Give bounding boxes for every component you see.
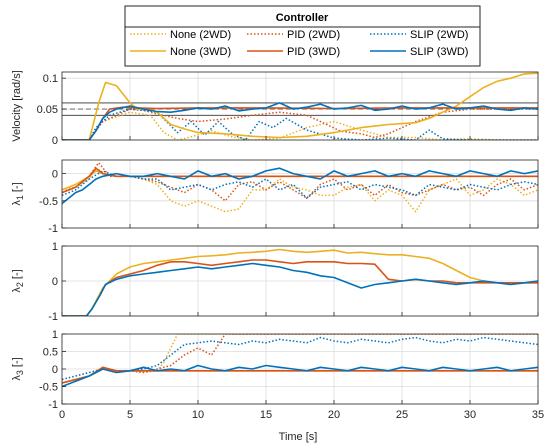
series-line-slip-3wd bbox=[62, 262, 538, 316]
y-axis-label-panel-4: λ3 [-] bbox=[11, 357, 25, 380]
y-tick-label: -1 bbox=[48, 223, 58, 235]
panel-1: 0 0.05 0.1 Velocity [rad/s] bbox=[11, 70, 539, 147]
legend-label-none-2wd: None (2WD) bbox=[170, 29, 231, 41]
series-line-slip-2wd bbox=[62, 108, 538, 140]
legend: Controller None (2WD) PID (2WD) SLIP (2WD)… bbox=[124, 5, 481, 67]
y-tick-label: -1 bbox=[48, 311, 58, 323]
y-tick-label: 0 bbox=[52, 135, 58, 147]
series-line-none-3wd bbox=[62, 248, 538, 316]
x-tick-label: 20 bbox=[328, 409, 340, 421]
y-tick-label: 0.05 bbox=[37, 104, 58, 116]
y-tick-label: -0.5 bbox=[39, 196, 58, 208]
y-tick-label: 0.5 bbox=[43, 347, 58, 359]
y-axis-label-panel-1: Velocity [rad/s] bbox=[11, 70, 23, 142]
series-line-slip-3wd bbox=[62, 364, 538, 388]
series-line-slip-3wd bbox=[62, 102, 538, 140]
panel-plot-area bbox=[62, 160, 538, 228]
panel-3: -1 0 1 λ2 [-] bbox=[11, 241, 539, 323]
y-tick-label: 0.1 bbox=[43, 73, 58, 85]
x-tick-label: 30 bbox=[464, 409, 476, 421]
y-tick-label: -1 bbox=[48, 399, 58, 411]
panel-plot-area bbox=[62, 72, 538, 140]
legend-label-slip-2wd: SLIP (2WD) bbox=[410, 29, 468, 41]
y-axis-label-panel-3: λ2 [-] bbox=[11, 269, 25, 292]
legend-box bbox=[124, 5, 481, 67]
legend-label-none-3wd: None (3WD) bbox=[170, 46, 231, 58]
series-line-slip-2wd bbox=[62, 336, 538, 381]
panel-2: -1 -0.5 0 λ1 [-] bbox=[11, 159, 539, 235]
series-line-slip-3wd bbox=[62, 167, 538, 205]
y-tick-label: 0 bbox=[52, 276, 58, 288]
y-tick-label: 0 bbox=[52, 169, 58, 181]
legend-label-pid-3wd: PID (3WD) bbox=[287, 46, 340, 58]
y-tick-label: -0.5 bbox=[39, 382, 58, 394]
x-tick-label: 10 bbox=[192, 409, 204, 421]
x-tick-label: 5 bbox=[127, 409, 133, 421]
series-line-pid-3wd bbox=[62, 259, 538, 316]
panel-frame bbox=[61, 159, 539, 229]
x-tick-label: 15 bbox=[260, 409, 272, 421]
x-tick-label: 0 bbox=[59, 409, 65, 421]
series-line-slip-2wd bbox=[62, 170, 538, 199]
y-axis-label-panel-2: λ1 [-] bbox=[11, 182, 25, 205]
legend-label-pid-2wd: PID (2WD) bbox=[287, 29, 340, 41]
x-tick-label: 25 bbox=[396, 409, 408, 421]
legend-title: Controller bbox=[276, 12, 329, 24]
x-axis-label: Time [s] bbox=[279, 431, 318, 443]
y-tick-label: 0 bbox=[52, 364, 58, 376]
y-tick-label: 1 bbox=[52, 329, 58, 341]
y-tick-label: 1 bbox=[52, 241, 58, 253]
x-tick-label: 35 bbox=[532, 409, 544, 421]
series-line-none-2wd bbox=[62, 167, 538, 213]
legend-label-slip-3wd: SLIP (3WD) bbox=[410, 46, 468, 58]
panel-frame bbox=[61, 71, 539, 141]
